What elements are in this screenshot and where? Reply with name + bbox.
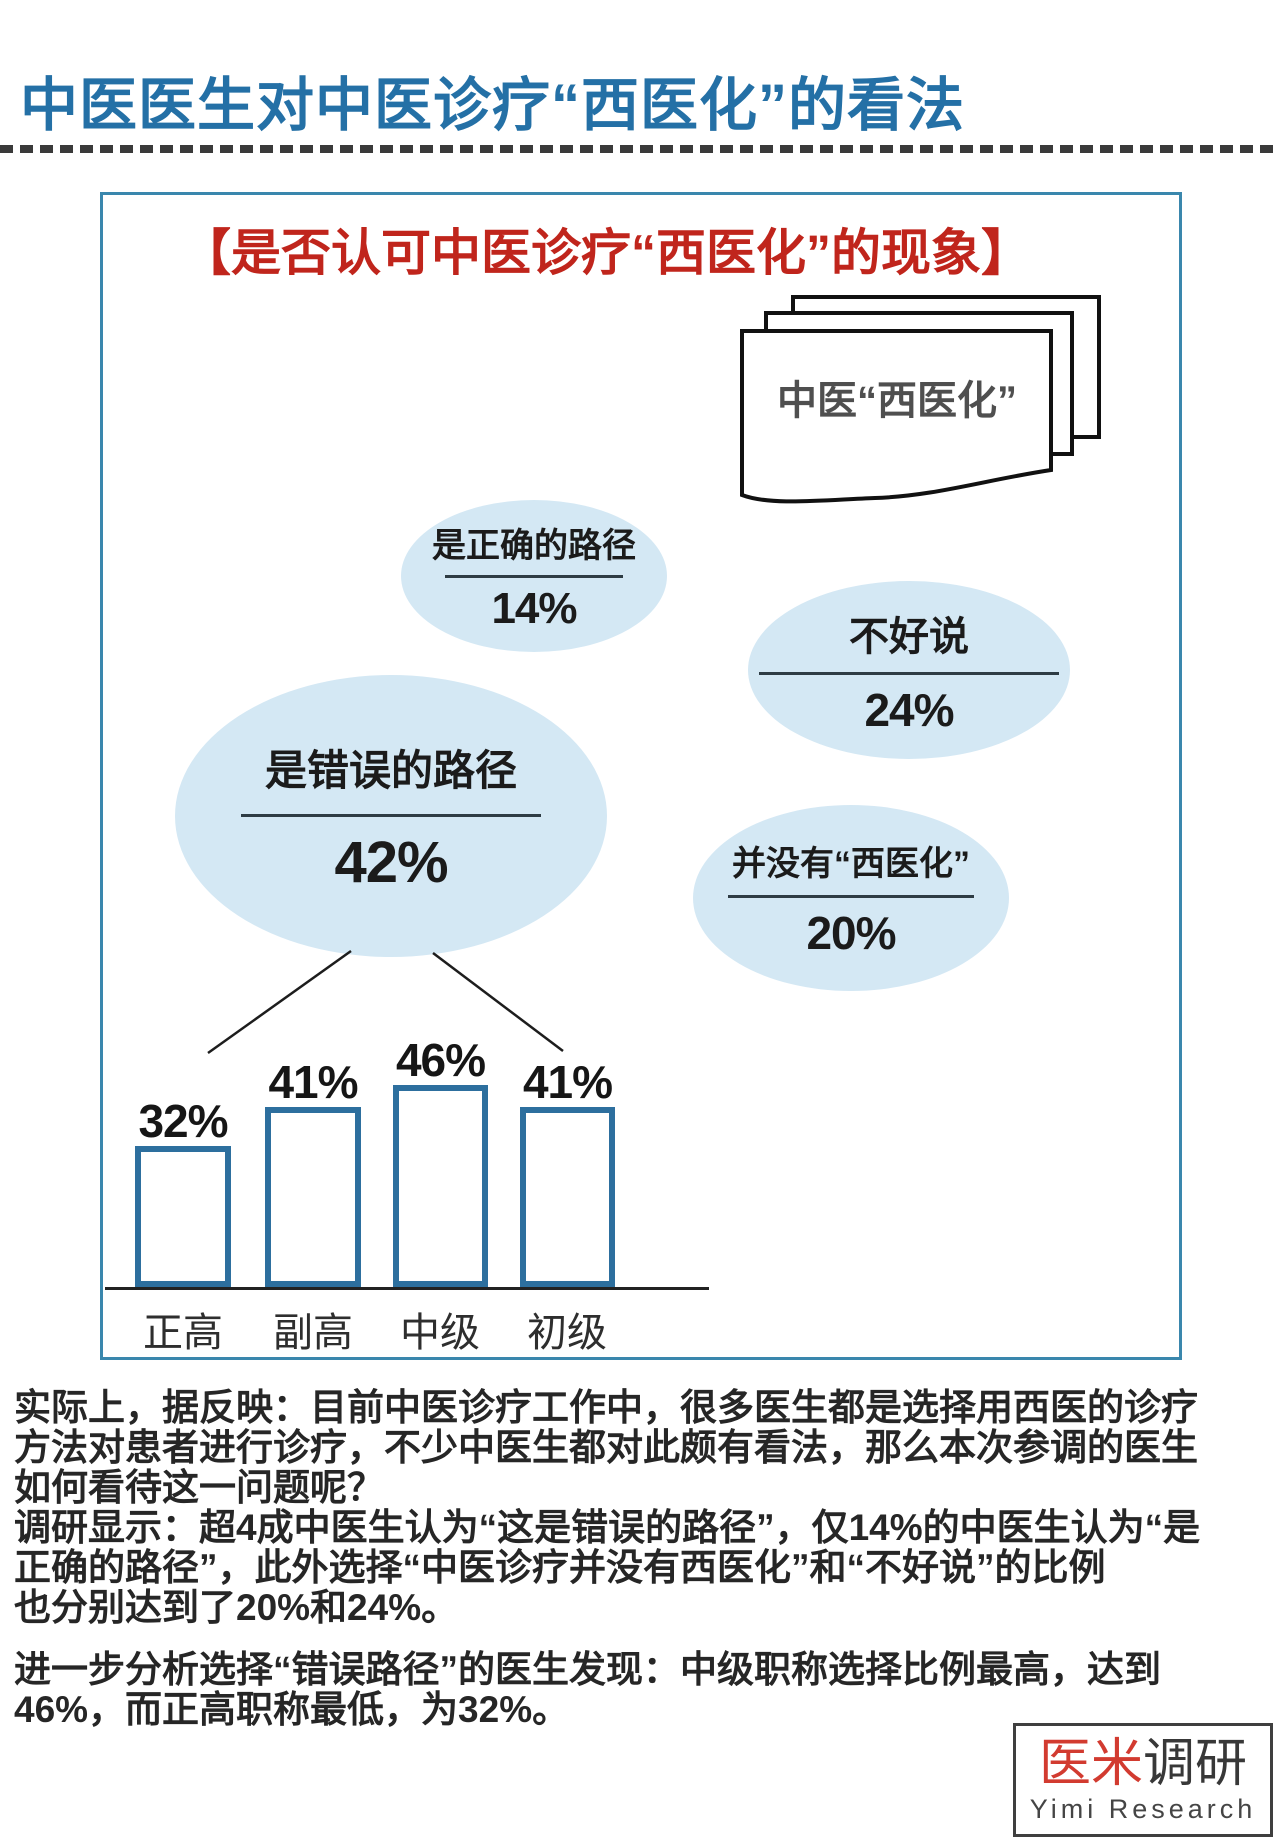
bar-chuji: 41% xyxy=(520,1056,615,1287)
bar-zhenggao: 32% xyxy=(135,1095,231,1287)
logo-english-name: Yimi Research xyxy=(1029,1793,1257,1824)
paragraph-line: 进一步分析选择“错误路径”的医生发现：中级职称选择比例最高，达到 xyxy=(14,1649,1161,1690)
paragraph-1: 实际上，据反映：目前中医诊疗工作中，很多医生都是选择用西医的诊疗 方法对患者进行… xyxy=(14,1388,1270,1628)
bubble-hard-label: 不好说 xyxy=(849,614,969,659)
bar-category-chuji: 初级 xyxy=(527,1311,607,1355)
yimi-research-logo: 医米调研 Yimi Research xyxy=(1013,1723,1273,1837)
page-title: 中医医生对中医诊疗“西医化”的看法 xyxy=(20,73,966,138)
paper-stack-icon: 中医“西医化” xyxy=(740,295,1101,504)
logo-name-dark: 调研 xyxy=(1143,1734,1248,1793)
bubble-correct-label: 是正确的路径 xyxy=(432,527,636,565)
bubble-hard-value: 24% xyxy=(864,683,954,736)
bar-chuji-value: 41% xyxy=(522,1056,613,1108)
paragraph-2: 进一步分析选择“错误路径”的医生发现：中级职称选择比例最高，达到 46%，而正高… xyxy=(14,1650,1270,1730)
bubble-wrong-path: 是错误的路径 42% xyxy=(175,675,607,957)
dashed-divider xyxy=(0,145,1280,153)
bar-zhongji: 46% xyxy=(393,1034,488,1287)
paragraph-line: 调研显示：超4成中医生认为“这是错误的路径”，仅14%的中医生认为“是 xyxy=(14,1507,1201,1548)
bar-zhongji-value: 46% xyxy=(395,1034,486,1086)
bubble-wrong-divider xyxy=(241,813,541,817)
bar-category-zhongji: 中级 xyxy=(400,1311,480,1355)
bubble-wrong-value: 42% xyxy=(334,829,448,895)
body-text: 实际上，据反映：目前中医诊疗工作中，很多医生都是选择用西医的诊疗 方法对患者进行… xyxy=(14,1388,1270,1730)
bubble-none-label: 并没有“西医化” xyxy=(732,845,970,883)
logo-chinese-name: 医米调研 xyxy=(1039,1736,1247,1792)
bubble-correct-divider xyxy=(445,575,623,578)
bubble-none-divider xyxy=(728,895,974,898)
paragraph-line: 也分别达到了20%和24%。 xyxy=(14,1587,459,1628)
bubble-hard-divider xyxy=(759,671,1059,675)
connector-lines xyxy=(207,949,564,1055)
paragraph-line: 如何看待这一问题呢？ xyxy=(14,1467,384,1508)
bar-category-zhenggao: 正高 xyxy=(143,1311,223,1355)
bar-fugao-value: 41% xyxy=(268,1056,358,1108)
bubble-no-westernization: 并没有“西医化” 20% xyxy=(693,805,1009,991)
bubble-correct-path: 是正确的路径 14% xyxy=(401,500,667,652)
bubble-none-value: 20% xyxy=(806,907,896,959)
paragraph-line: 46%，而正高职称最低，为32%。 xyxy=(14,1689,570,1730)
logo-name-red: 医米 xyxy=(1038,1734,1143,1793)
paragraph-line: 正确的路径”，此外选择“中医诊疗并没有西医化”和“不好说”的比例 xyxy=(14,1547,1106,1588)
paragraph-line: 方法对患者进行诊疗，不少中医生都对此颇有看法，那么本次参调的医生 xyxy=(14,1427,1198,1468)
bubble-hard-to-say: 不好说 24% xyxy=(748,581,1070,759)
paper-label: 中医“西医化” xyxy=(777,379,1017,423)
chart-heading: 【是否认可中医诊疗“西医化”的现象】 xyxy=(181,225,1031,281)
bubble-correct-value: 14% xyxy=(491,584,577,633)
bar-category-fugao: 副高 xyxy=(273,1311,353,1355)
bar-chart: 32% 41% 46% 41% 正高 副高 中级 初级 xyxy=(105,1023,709,1355)
bar-zhenggao-value: 32% xyxy=(138,1095,228,1147)
chart-panel: 【是否认可中医诊疗“西医化”的现象】 中医“西医化” 是正确的路径 14% 不好… xyxy=(100,192,1182,1360)
bar-fugao: 41% xyxy=(265,1056,361,1287)
paragraph-line: 实际上，据反映：目前中医诊疗工作中，很多医生都是选择用西医的诊疗 xyxy=(14,1387,1198,1428)
bubble-wrong-label: 是错误的路径 xyxy=(264,746,517,794)
